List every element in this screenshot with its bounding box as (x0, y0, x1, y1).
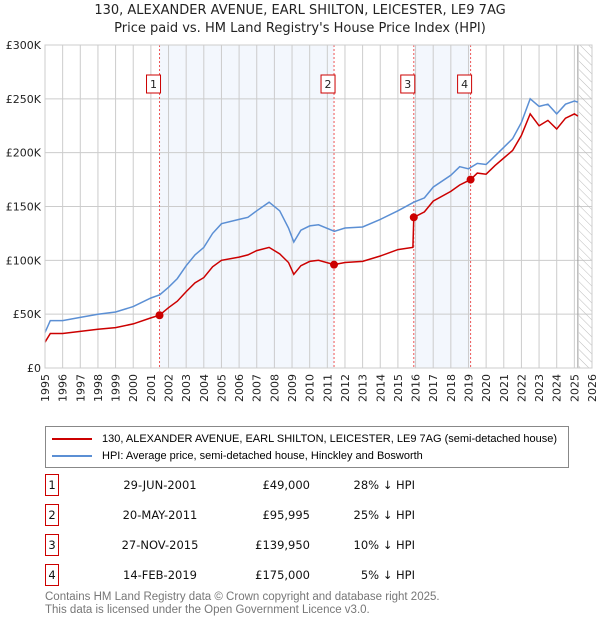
y-tick-label: £0 (27, 362, 41, 375)
sale-price: £139,950 (255, 538, 310, 552)
x-tick-label: 1997 (74, 374, 87, 402)
x-tick-label: 1999 (110, 374, 123, 402)
sale-price: £95,995 (262, 508, 310, 522)
sale-label-box (400, 74, 416, 94)
sale-point (409, 213, 418, 222)
sale-label: 3 (404, 78, 411, 91)
sale-label: 1 (150, 78, 157, 91)
legend: 130, ALEXANDER AVENUE, EARL SHILTON, LEI… (45, 426, 569, 468)
sale-date: 27-NOV-2015 (121, 538, 199, 552)
footer-copyright: Contains HM Land Registry data © Crown c… (45, 591, 440, 603)
legend-swatch-blue (52, 455, 92, 457)
sale-point (466, 175, 475, 184)
sale-number-badge: 4 (45, 564, 59, 586)
x-tick-label: 2022 (515, 374, 528, 402)
forecast-hatch-area (578, 45, 592, 368)
sale-row: 3 27-NOV-2015 £139,950 10% ↓ HPI (45, 534, 445, 556)
sale-number-badge: 1 (45, 474, 59, 496)
y-tick-label: £300K (6, 39, 42, 52)
x-tick-label: 2016 (410, 374, 423, 402)
sale-date: 20-MAY-2011 (122, 508, 198, 522)
sale-label: 2 (325, 78, 332, 91)
sale-date: 29-JUN-2001 (123, 478, 197, 492)
x-tick-label: 2003 (180, 374, 193, 402)
legend-item-hpi: HPI: Average price, semi-detached house,… (52, 449, 423, 463)
x-tick-label: 2018 (445, 374, 458, 402)
y-tick-label: £200K (6, 147, 42, 160)
x-tick-label: 2017 (427, 374, 440, 402)
x-tick-label: 1996 (57, 374, 70, 402)
sale-number-badge: 3 (45, 534, 59, 556)
sale-label-box (146, 74, 162, 94)
x-tick-label: 2023 (533, 374, 546, 402)
sale-hpi-diff: 10% ↓ HPI (353, 538, 415, 552)
x-tick-label: 2004 (198, 374, 211, 402)
x-tick-label: 2012 (339, 374, 352, 402)
y-tick-label: £100K (6, 254, 42, 267)
x-tick-label: 2007 (251, 374, 264, 402)
hpi-line (44, 97, 579, 333)
x-tick-label: 2001 (145, 374, 158, 402)
sale-price: £175,000 (255, 568, 310, 582)
price-chart: 1995 1996 1997 1998 1999 2000 2001 2002 2003 2004… (6, 39, 599, 402)
x-tick-label: 2008 (268, 374, 281, 402)
x-tick-label: 2021 (498, 374, 511, 402)
x-tick-label: 2024 (551, 374, 564, 402)
chart-subtitle: Price paid vs. HM Land Registry's House … (114, 21, 486, 36)
x-tick-label: 2000 (127, 374, 140, 402)
x-tick-label: 2011 (321, 374, 334, 402)
y-tick-label: £150K (6, 201, 42, 214)
sale-hpi-diff: 25% ↓ HPI (353, 508, 415, 522)
x-tick-label: 2015 (392, 374, 405, 402)
sale-date: 14-FEB-2019 (123, 568, 197, 582)
x-tick-label: 2013 (357, 374, 370, 402)
x-tick-label: 2026 (586, 374, 599, 402)
sale-price: £49,000 (262, 478, 310, 492)
x-tick-label: 2002 (163, 374, 176, 402)
x-tick-label: 1995 (39, 374, 52, 402)
x-tick-label: 2006 (233, 374, 246, 402)
chart-title: 130, ALEXANDER AVENUE, EARL SHILTON, LEI… (94, 3, 506, 18)
legend-swatch-red (52, 438, 92, 440)
x-tick-label: 2025 (568, 374, 581, 402)
footer: Contains HM Land Registry data © Crown c… (45, 591, 440, 617)
plot-border (44, 44, 593, 369)
y-tick-label: £50K (13, 308, 42, 321)
sale-label: 4 (461, 78, 468, 91)
sale-row: 2 20-MAY-2011 £95,995 25% ↓ HPI (45, 504, 445, 526)
sale-label-box (457, 74, 473, 94)
legend-label: HPI: Average price, semi-detached house,… (102, 450, 423, 462)
x-tick-label: 1998 (92, 374, 105, 402)
sale-hpi-diff: 28% ↓ HPI (353, 478, 415, 492)
sale-hpi-diff: 5% ↓ HPI (360, 568, 415, 582)
y-tick-label: £250K (6, 93, 42, 106)
sale-point (155, 311, 164, 320)
sale-label-box (320, 74, 336, 94)
legend-item-property: 130, ALEXANDER AVENUE, EARL SHILTON, LEI… (52, 432, 557, 446)
sale-number-badge: 2 (45, 504, 59, 526)
legend-label: 130, ALEXANDER AVENUE, EARL SHILTON, LEI… (102, 433, 558, 445)
sale-row: 1 29-JUN-2001 £49,000 28% ↓ HPI (45, 474, 445, 496)
x-tick-label: 2014 (374, 374, 387, 402)
x-tick-label: 2005 (215, 374, 228, 402)
x-tick-label: 2020 (480, 374, 493, 402)
x-tick-label: 2010 (304, 374, 317, 402)
x-tick-label: 2009 (286, 374, 299, 402)
sale-row: 4 14-FEB-2019 £175,000 5% ↓ HPI (45, 564, 445, 586)
footer-licence: This data is licensed under the Open Gov… (45, 604, 370, 616)
sale-point (330, 260, 339, 269)
x-tick-label: 2019 (462, 374, 475, 402)
